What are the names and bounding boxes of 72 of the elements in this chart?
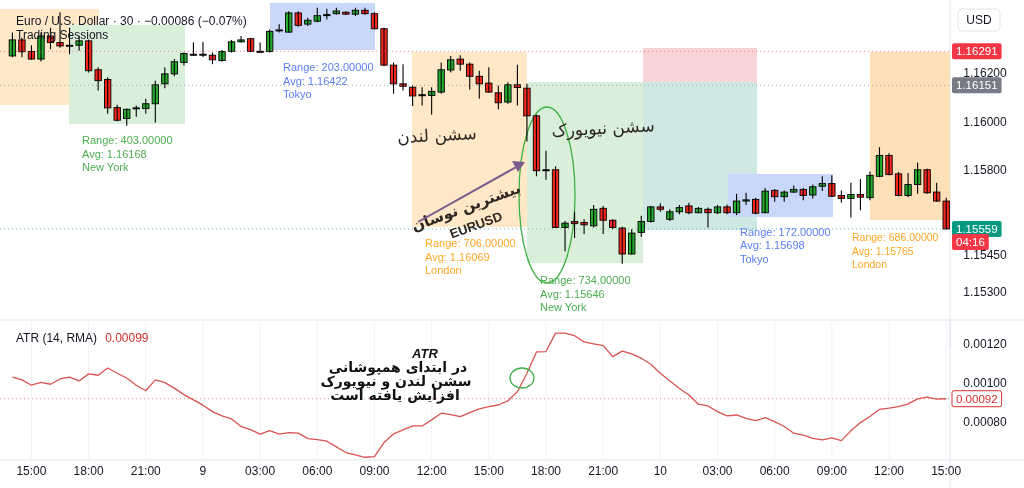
x-tick-label: 06:00 — [302, 464, 333, 478]
text: 0.00099 — [105, 331, 149, 345]
x-tick-label: 09:00 — [816, 464, 848, 478]
x-tick-label: 18:00 — [530, 464, 562, 478]
annotation: New York — [82, 161, 129, 173]
annotation: Range: 403.00000 — [82, 134, 173, 146]
x-tick-label: 21:00 — [130, 464, 162, 478]
y-tick-label: 1.15300 — [963, 284, 1008, 299]
annotation: Avg: 1.15765 — [852, 245, 914, 257]
candlestick — [323, 8, 331, 21]
x-tick-label: 15:00 — [473, 464, 505, 478]
y-tick-label: 1.15800 — [963, 163, 1008, 178]
annotation: در ابتدای همپوشانی — [328, 359, 468, 376]
candlestick — [542, 150, 550, 181]
annotation: Avg: 1.15698 — [740, 239, 805, 251]
annotation: London — [425, 264, 462, 276]
candlestick — [199, 41, 207, 58]
y-tick-label: 1.15450 — [963, 248, 1008, 263]
y-tick-label: 0.00100 — [963, 376, 1008, 391]
ref-line-label: 1.15559 — [956, 222, 998, 235]
annotation: Range: 686.00000 — [852, 231, 939, 243]
x-tick-label: 10 — [653, 464, 668, 478]
x-tick-label: 12:00 — [874, 464, 905, 478]
candlestick — [580, 218, 588, 235]
annotation: ATR — [411, 345, 439, 361]
annotation: Avg: 1.16168 — [82, 148, 147, 160]
ref-line-label: 1.16291 — [956, 45, 998, 58]
annotation: London — [852, 258, 888, 270]
x-tick-label: 21:00 — [588, 464, 619, 478]
ref-line-label: 1.16151 — [956, 79, 998, 92]
candlestick — [599, 205, 607, 235]
candlestick — [828, 174, 836, 198]
annotation: Avg: 1.15646 — [540, 288, 605, 300]
annotation: New York — [540, 301, 587, 313]
candlestick — [342, 10, 350, 16]
annotation: Range: 172.00000 — [740, 226, 831, 238]
line-series — [11, 332, 947, 458]
annotation: Avg: 1.16069 — [425, 251, 490, 263]
annotation: Tokyo — [283, 88, 312, 100]
y-tick-label: 1.16200 — [963, 66, 1008, 81]
annotation: Range: 706.00000 — [425, 237, 516, 249]
x-tick-label: 15:00 — [931, 464, 962, 478]
y-axis-title: USD — [966, 13, 992, 27]
y-tick-label: 1.16000 — [963, 114, 1008, 129]
x-tick-label: 9 — [199, 464, 207, 478]
candlestick — [237, 35, 245, 44]
text: 04:16 — [956, 236, 985, 248]
x-tick-label: 06:00 — [759, 464, 791, 478]
candlestick — [418, 86, 426, 106]
candlestick — [161, 66, 169, 89]
candlestick — [332, 7, 341, 16]
x-tick-label: 12:00 — [416, 464, 447, 478]
x-tick-label: 09:00 — [359, 464, 390, 478]
annotation: Tokyo — [740, 253, 769, 265]
ref-line-label: 0.00092 — [956, 392, 998, 405]
candlestick — [856, 178, 865, 211]
x-tick-label: 15:00 — [16, 464, 47, 478]
x-tick-label: 18:00 — [73, 464, 104, 478]
candlestick — [256, 42, 264, 54]
annotation: سشن لندن — [396, 122, 478, 148]
annotation: سشن نیویورک — [550, 115, 656, 141]
candlestick — [399, 63, 407, 91]
candlestick — [742, 192, 750, 206]
x-tick-label: 03:00 — [245, 464, 276, 478]
text: ATR (14, RMA) — [16, 331, 98, 345]
x-tick-label: 03:00 — [702, 464, 733, 478]
candlestick — [513, 64, 522, 106]
y-tick-label: 0.00080 — [963, 415, 1008, 430]
annotation: Range: 203.00000 — [283, 61, 374, 73]
candlestick — [437, 61, 445, 95]
annotation: Avg: 1.16422 — [283, 75, 348, 87]
y-tick-label: 0.00120 — [963, 336, 1008, 351]
